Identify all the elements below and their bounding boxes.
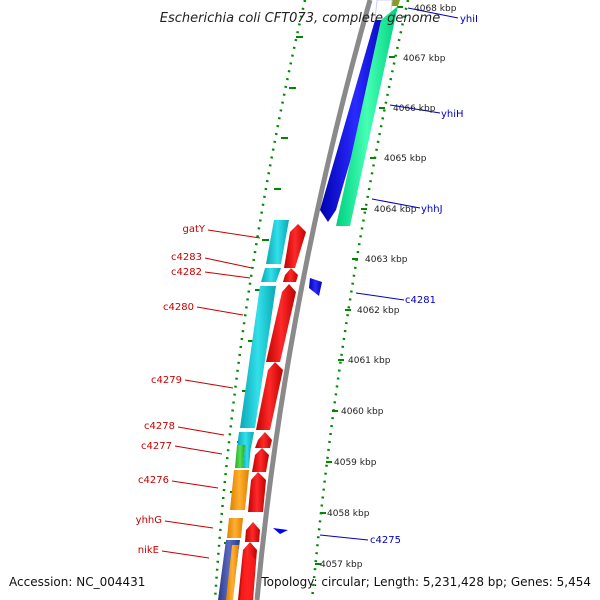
gene-label-c4281[interactable]: c4281 [405,295,436,306]
cog-bar-cyan-2[interactable] [261,268,281,282]
forward-cds-bottom[interactable] [240,553,256,600]
kbp-label: 4060 kbp [341,407,384,417]
kbp-label: 4068 kbp [414,4,457,14]
gene-label-yhhJ[interactable]: yhhJ [421,204,443,215]
inner-tick-ring [213,0,307,600]
cog-bar-cyan-3[interactable] [240,286,276,428]
gene-label-yhhG[interactable]: yhhG [136,515,162,526]
forward-cds-yhhG[interactable] [245,522,260,542]
kbp-label: 4061 kbp [348,356,391,366]
right-gene-labels: yhiI yhiH yhhJ c4281 c4275 [370,14,478,546]
gene-label-nikE[interactable]: nikE [138,545,159,556]
kbp-labels: 4068 kbp 4067 kbp 4066 kbp 4065 kbp 4064… [320,4,457,570]
outer-tick-ring [310,0,410,600]
accession-text: Accession: NC_004431 [9,575,145,589]
kbp-label: 4062 kbp [357,306,400,316]
topology-text: Topology: circular; Length: 5,231,428 bp… [260,575,591,589]
gene-label-yhiH[interactable]: yhiH [441,109,464,120]
outer-major-ticks [315,6,403,565]
gene-label-yhiI[interactable]: yhiI [460,14,478,25]
cog-bar-cyan-4[interactable] [237,432,254,448]
gene-label-c4280[interactable]: c4280 [163,302,194,313]
kbp-label: 4064 kbp [374,205,417,215]
reverse-cds-spring-green[interactable] [336,6,398,226]
gene-label-gatY[interactable]: gatY [182,224,205,235]
cog-bar-orange-3[interactable] [226,545,239,600]
forward-cds-c4277[interactable] [252,448,269,472]
reverse-cds-c4281[interactable] [309,278,322,296]
left-gene-labels: gatY c4283 c4282 c4280 c4279 c4278 c4277… [136,224,206,556]
map-title: Escherichia coli CFT073, complete genome [160,11,440,26]
kbp-label: 4057 kbp [320,560,363,570]
gene-label-c4282[interactable]: c4282 [171,267,202,278]
cog-bar-green[interactable] [235,445,245,468]
forward-cds-c4276[interactable] [248,472,266,512]
forward-cds-gatY[interactable] [284,224,306,268]
kbp-label: 4058 kbp [327,509,370,519]
forward-cds-c4278[interactable] [255,432,272,448]
genome-backbone [254,0,373,600]
reverse-cds-c4275[interactable] [273,528,288,534]
cog-bar-orange-2[interactable] [227,518,243,538]
cog-bar-cyan-1[interactable] [266,220,289,264]
gene-label-c4283[interactable]: c4283 [171,252,202,263]
kbp-label: 4063 kbp [365,255,408,265]
gene-label-c4277[interactable]: c4277 [141,441,172,452]
gene-label-c4275[interactable]: c4275 [370,535,401,546]
kbp-label: 4067 kbp [403,54,446,64]
forward-cds-c4280[interactable] [266,284,296,362]
forward-cds-c4279[interactable] [256,362,283,430]
right-leader-lines [319,7,459,541]
cog-bar-cyan-5[interactable] [243,445,251,468]
cog-bar-orange-1[interactable] [230,470,249,510]
kbp-label: 4066 kbp [393,104,436,114]
kbp-label: 4065 kbp [384,154,427,164]
gene-label-c4278[interactable]: c4278 [144,421,175,432]
forward-cds-c4283[interactable] [283,268,298,282]
left-leader-lines [161,229,261,559]
gene-label-c4279[interactable]: c4279 [151,375,182,386]
gene-label-c4276[interactable]: c4276 [138,475,169,486]
kbp-label: 4059 kbp [334,458,377,468]
